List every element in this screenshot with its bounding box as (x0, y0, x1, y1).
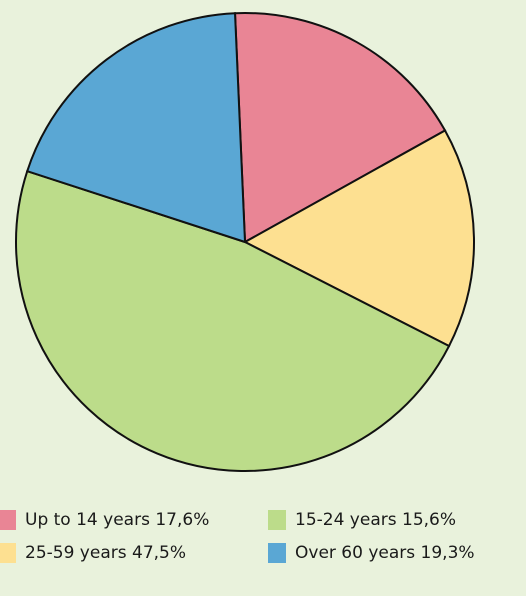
legend-swatch (0, 543, 16, 563)
legend-swatch (0, 510, 16, 530)
pie-slice (25, 12, 247, 244)
legend-value: 15,6% (402, 510, 456, 530)
pie-slice (15, 169, 451, 472)
legend-label: Over 60 years 19,3% (295, 543, 475, 563)
legend-label: 25-59 years 47,5% (25, 543, 186, 563)
legend-swatch (268, 543, 286, 563)
legend-name: Up to 14 years (25, 510, 150, 530)
legend-swatch (268, 510, 286, 530)
legend-label: Up to 14 years 17,6% (25, 510, 209, 530)
pie-slice (233, 12, 447, 244)
pie-slice (242, 129, 475, 348)
legend-value: 19,3% (421, 543, 475, 563)
legend-value: 47,5% (132, 543, 186, 563)
legend-label: 15-24 years 15,6% (295, 510, 456, 530)
legend-name: 15-24 years (295, 510, 397, 530)
legend-name: Over 60 years (295, 543, 415, 563)
legend-value: 17,6% (155, 510, 209, 530)
legend-name: 25-59 years (25, 543, 127, 563)
